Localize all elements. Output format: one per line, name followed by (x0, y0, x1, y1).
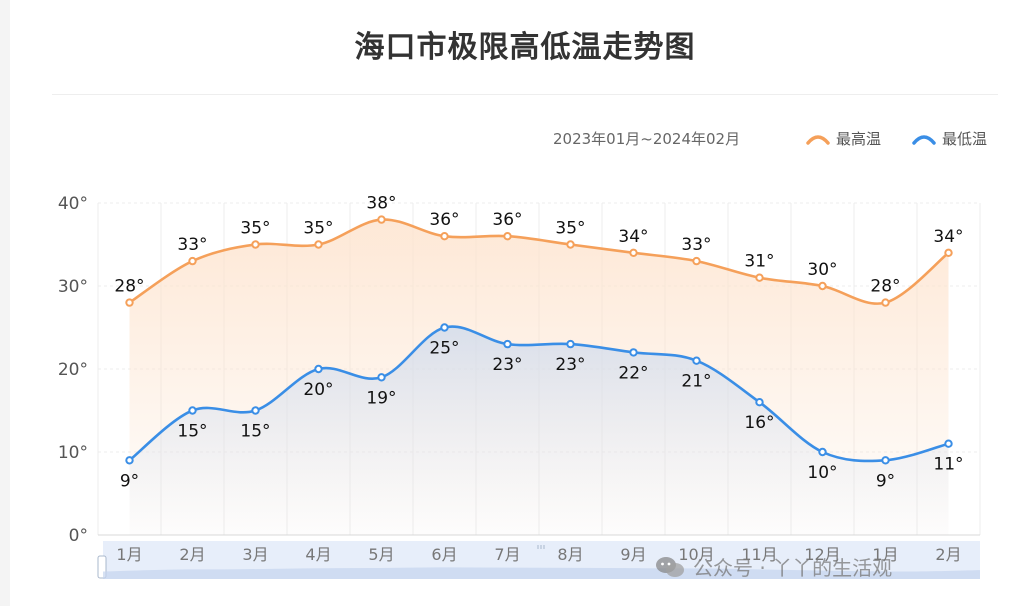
data-label-low: 16° (744, 413, 774, 433)
point-low[interactable] (692, 356, 701, 365)
data-label-high: 36° (492, 210, 522, 230)
data-label-high: 35° (240, 219, 270, 239)
zoom-slider-grip[interactable] (537, 545, 545, 549)
legend-high-label: 最高温 (836, 130, 882, 148)
point-low[interactable] (566, 339, 575, 349)
data-label-low: 11° (933, 455, 963, 475)
area-low (129, 326, 949, 535)
legend-low-icon (912, 134, 936, 145)
watermark: 公众号 · 丫丫的生活观 (655, 552, 892, 581)
y-tick-label: 0° (69, 526, 88, 546)
data-label-high: 36° (429, 210, 459, 230)
y-tick-label: 20° (58, 360, 88, 380)
data-label-low: 9° (120, 471, 139, 491)
x-tick-label: 4月 (305, 545, 331, 564)
data-label-high: 31° (744, 252, 774, 272)
data-label-high: 34° (933, 227, 963, 247)
data-label-low: 25° (429, 339, 459, 359)
point-high[interactable] (377, 215, 386, 224)
data-label-low: 21° (681, 372, 711, 392)
data-label-low: 20° (303, 380, 333, 400)
x-tick-label: 7月 (494, 545, 520, 564)
data-label-low: 15° (240, 422, 270, 442)
point-high[interactable] (881, 298, 890, 307)
point-high[interactable] (818, 281, 827, 291)
data-label-low: 19° (366, 388, 396, 408)
point-low[interactable] (440, 323, 449, 332)
chart-title: 海口市极限高低温走势图 (354, 30, 696, 65)
data-label-low: 9° (876, 471, 895, 491)
point-low[interactable] (251, 406, 260, 415)
point-high[interactable] (944, 248, 953, 258)
point-low[interactable] (944, 439, 953, 448)
data-label-high: 35° (303, 219, 333, 239)
x-tick-label: 9月 (620, 545, 646, 564)
data-label-low: 23° (492, 355, 522, 375)
x-tick-label: 12月 (804, 545, 840, 564)
title-divider (52, 94, 998, 95)
data-label-low: 22° (618, 363, 648, 383)
x-tick-label: 1月 (872, 545, 898, 564)
x-tick-label: 11月 (741, 545, 777, 564)
point-high[interactable] (755, 273, 764, 282)
data-label-high: 38° (366, 194, 396, 214)
point-high[interactable] (314, 240, 323, 249)
point-high[interactable] (503, 232, 512, 241)
x-tick-label: 8月 (557, 545, 583, 564)
x-tick-label: 10月 (678, 545, 714, 564)
zoom-slider-preview (103, 567, 980, 579)
data-label-high: 30° (807, 260, 837, 280)
point-high[interactable] (188, 256, 197, 266)
point-low[interactable] (188, 406, 197, 415)
data-label-high: 28° (114, 277, 144, 297)
y-tick-label: 40° (58, 194, 88, 214)
point-low[interactable] (503, 339, 512, 349)
point-high[interactable] (629, 248, 638, 258)
legend-low[interactable]: 最低温 (912, 128, 987, 149)
point-low[interactable] (377, 373, 386, 382)
x-tick-label: 1月 (116, 545, 142, 564)
point-low[interactable] (755, 398, 764, 407)
x-tick-label: 5月 (368, 545, 394, 564)
point-high[interactable] (440, 232, 449, 241)
data-label-high: 33° (177, 235, 207, 255)
x-tick-label: 2月 (179, 545, 205, 564)
data-label-low: 23° (555, 355, 585, 375)
watermark-text: 公众号 · 丫丫的生活观 (693, 556, 893, 580)
data-label-low: 15° (177, 422, 207, 442)
legend-high-icon (806, 134, 830, 145)
point-low[interactable] (314, 364, 323, 374)
point-low[interactable] (881, 456, 890, 465)
data-label-high: 34° (618, 227, 648, 247)
point-high[interactable] (125, 298, 134, 307)
y-tick-label: 30° (58, 277, 88, 297)
data-label-high: 33° (681, 235, 711, 255)
point-high[interactable] (692, 256, 701, 266)
point-low[interactable] (629, 348, 638, 357)
x-tick-label: 6月 (431, 545, 457, 564)
wechat-icon (656, 556, 684, 577)
x-tick-label: 2月 (935, 545, 961, 564)
data-label-high: 35° (555, 219, 585, 239)
x-tick-label: 3月 (242, 545, 268, 564)
legend-high[interactable]: 最高温 (806, 128, 881, 149)
point-high[interactable] (251, 240, 260, 249)
y-tick-label: 10° (58, 443, 88, 463)
point-low[interactable] (125, 456, 134, 465)
data-label-high: 28° (870, 277, 900, 297)
point-high[interactable] (566, 240, 575, 249)
point-low[interactable] (818, 447, 827, 457)
date-range: 2023年01月~2024年02月 (553, 130, 741, 148)
data-label-low: 10° (807, 463, 837, 483)
legend-low-label: 最低温 (942, 130, 988, 148)
